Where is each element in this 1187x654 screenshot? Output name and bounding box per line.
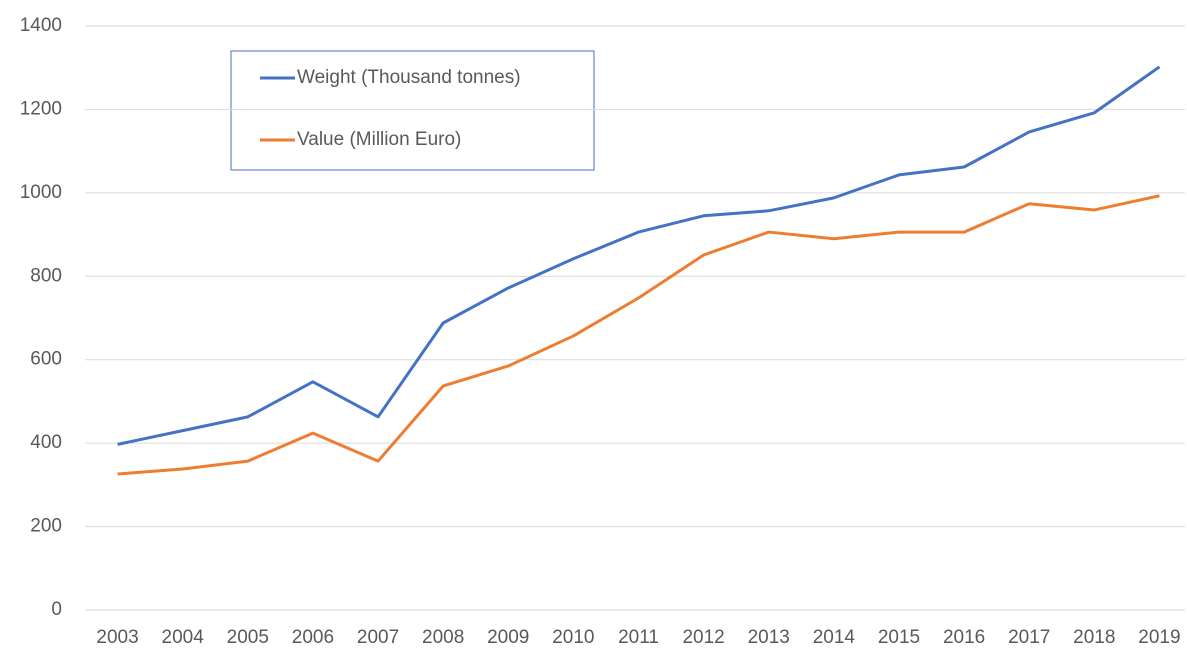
y-tick-label: 200: [30, 516, 62, 537]
x-tick-label: 2017: [1008, 627, 1050, 648]
legend-label: Weight (Thousand tonnes): [297, 67, 521, 88]
x-tick-label: 2015: [878, 627, 920, 648]
y-tick-label: 0: [51, 599, 62, 620]
x-tick-label: 2008: [422, 627, 464, 648]
legend-box: [230, 50, 595, 171]
x-tick-label: 2014: [813, 627, 856, 648]
x-tick-label: 2005: [227, 627, 269, 648]
y-tick-label: 600: [30, 349, 62, 370]
y-tick-label: 400: [30, 432, 62, 453]
y-tick-label: 800: [30, 265, 62, 286]
x-tick-label: 2018: [1073, 627, 1115, 648]
x-tick-label: 2011: [618, 627, 659, 648]
x-tick-label: 2013: [748, 627, 790, 648]
legend-label: Value (Million Euro): [297, 129, 461, 150]
x-tick-label: 2007: [357, 627, 399, 648]
x-tick-label: 2010: [552, 627, 594, 648]
line-series: [117, 194, 1160, 476]
x-tick-label: 2019: [1138, 627, 1180, 648]
x-tick-label: 2009: [487, 627, 529, 648]
y-tick-label: 1200: [20, 98, 62, 119]
x-tick-label: 2003: [96, 627, 138, 648]
x-tick-label: 2016: [943, 627, 985, 648]
y-tick-label: 1000: [20, 182, 62, 203]
x-tick-label: 2006: [292, 627, 334, 648]
y-tick-label: 1400: [20, 15, 62, 36]
x-tick-label: 2004: [162, 627, 205, 648]
x-tick-label: 2012: [682, 627, 724, 648]
line-series: [117, 65, 1161, 446]
